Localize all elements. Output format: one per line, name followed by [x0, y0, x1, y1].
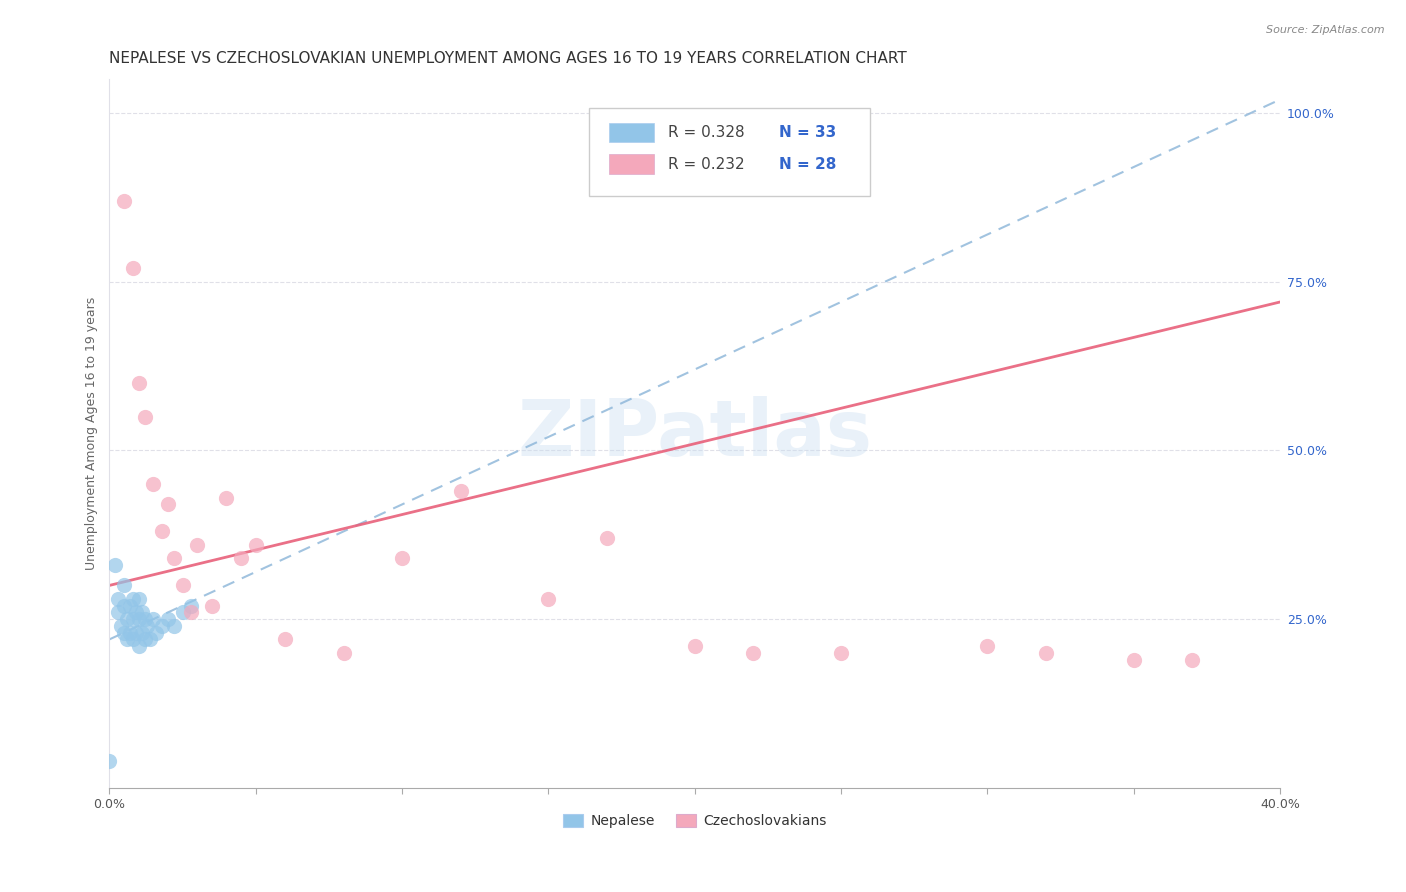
Point — [125, 606, 148, 620]
Text: ZIPatlas: ZIPatlas — [517, 395, 872, 472]
Text: Source: ZipAtlas.com: Source: ZipAtlas.com — [1267, 25, 1385, 35]
Point — [121, 261, 143, 276]
Point — [163, 619, 186, 633]
Text: NEPALESE VS CZECHOSLOVAKIAN UNEMPLOYMENT AMONG AGES 16 TO 19 YEARS CORRELATION C: NEPALESE VS CZECHOSLOVAKIAN UNEMPLOYMENT… — [110, 51, 907, 66]
Point — [1035, 646, 1057, 660]
Point — [134, 409, 156, 424]
Point — [142, 612, 165, 626]
Point — [131, 625, 153, 640]
Text: R = 0.328: R = 0.328 — [668, 125, 744, 140]
Point — [596, 531, 619, 545]
Point — [172, 578, 194, 592]
Point — [742, 646, 765, 660]
Point — [98, 754, 121, 768]
Point — [976, 639, 998, 653]
Point — [107, 591, 129, 606]
Point — [107, 606, 129, 620]
Point — [139, 632, 162, 647]
Point — [180, 599, 202, 613]
Point — [104, 558, 127, 573]
Point — [180, 606, 202, 620]
Point — [830, 646, 852, 660]
Point — [136, 619, 159, 633]
Point — [186, 538, 208, 552]
Point — [112, 578, 135, 592]
FancyBboxPatch shape — [609, 122, 654, 143]
Point — [112, 194, 135, 208]
Point — [134, 632, 156, 647]
Legend: Nepalese, Czechoslovakians: Nepalese, Czechoslovakians — [557, 809, 832, 834]
Point — [537, 591, 560, 606]
Point — [163, 551, 186, 566]
Point — [128, 612, 150, 626]
Point — [391, 551, 413, 566]
Point — [145, 625, 167, 640]
Point — [150, 524, 173, 539]
Point — [110, 619, 132, 633]
Point — [156, 612, 179, 626]
Point — [1122, 652, 1144, 666]
Point — [245, 538, 267, 552]
Point — [125, 625, 148, 640]
Text: N = 33: N = 33 — [779, 125, 837, 140]
Point — [134, 612, 156, 626]
Point — [450, 483, 472, 498]
Point — [274, 632, 297, 647]
FancyBboxPatch shape — [609, 154, 654, 174]
Point — [229, 551, 252, 566]
Point — [156, 498, 179, 512]
Point — [1181, 652, 1204, 666]
Point — [150, 619, 173, 633]
Text: N = 28: N = 28 — [779, 157, 837, 172]
Point — [201, 599, 224, 613]
Point — [115, 632, 138, 647]
Point — [128, 591, 150, 606]
Y-axis label: Unemployment Among Ages 16 to 19 years: Unemployment Among Ages 16 to 19 years — [86, 297, 98, 570]
Point — [172, 606, 194, 620]
Point — [115, 612, 138, 626]
Point — [332, 646, 354, 660]
FancyBboxPatch shape — [589, 108, 870, 196]
Point — [215, 491, 238, 505]
Point — [121, 591, 143, 606]
Point — [128, 639, 150, 653]
Text: R = 0.232: R = 0.232 — [668, 157, 744, 172]
Point — [142, 477, 165, 491]
Point — [112, 599, 135, 613]
Point — [118, 599, 141, 613]
Point — [683, 639, 706, 653]
Point — [121, 632, 143, 647]
Point — [121, 612, 143, 626]
Point — [112, 625, 135, 640]
Point — [131, 606, 153, 620]
Point — [118, 625, 141, 640]
Point — [128, 376, 150, 390]
